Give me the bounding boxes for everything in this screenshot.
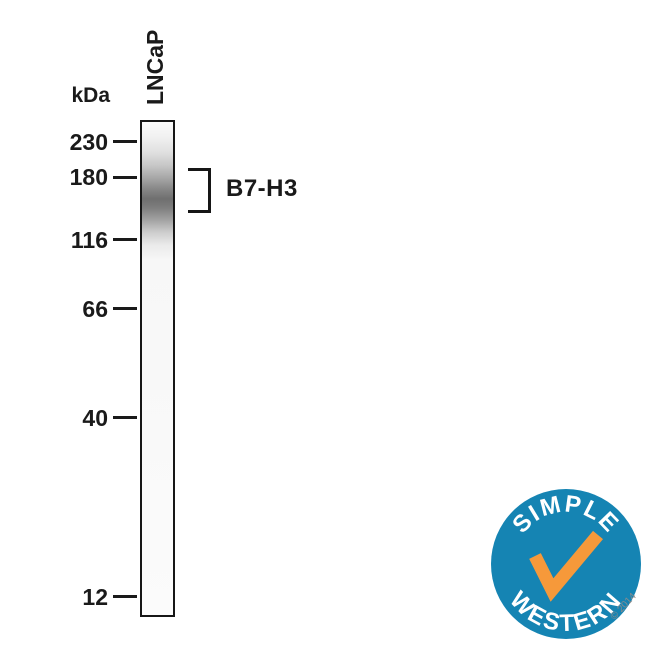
- mw-marker-40: 40: [82, 405, 108, 431]
- mw-marker-12: 12: [82, 584, 108, 610]
- mw-tick-66: [113, 307, 137, 310]
- kda-unit-label: kDa: [71, 84, 110, 107]
- mw-tick-230: [113, 140, 137, 143]
- mw-marker-180: 180: [69, 164, 108, 190]
- protein-band: [142, 122, 173, 615]
- badge-svg: SIMPLE WESTERN: [491, 489, 641, 639]
- blot-lane: [140, 120, 175, 617]
- mw-tick-12: [113, 595, 137, 598]
- lane-label: LNCaP: [142, 29, 168, 105]
- mw-tick-40: [113, 416, 137, 419]
- checkmark-icon: [529, 530, 603, 602]
- mw-tick-116: [113, 238, 137, 241]
- simple-western-badge: SIMPLE WESTERN: [487, 485, 645, 643]
- mw-tick-180: [113, 176, 137, 179]
- band-annotation-label: B7-H3: [226, 175, 298, 202]
- mw-marker-116: 116: [70, 227, 108, 253]
- band-bracket: [188, 168, 211, 213]
- mw-marker-66: 66: [82, 296, 108, 322]
- mw-marker-230: 230: [69, 129, 108, 155]
